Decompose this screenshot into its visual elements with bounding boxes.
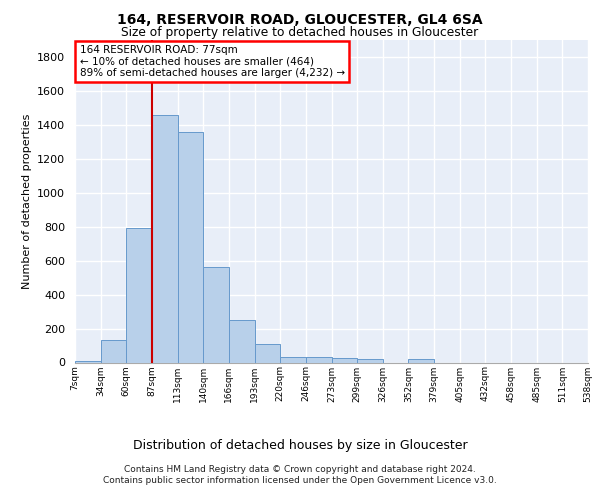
Bar bbox=[178, 132, 203, 362]
Bar bbox=[306, 358, 331, 362]
Bar bbox=[127, 228, 152, 362]
Bar bbox=[229, 320, 254, 362]
Bar bbox=[280, 356, 306, 362]
Bar bbox=[101, 340, 127, 362]
Bar bbox=[357, 359, 383, 362]
Text: Size of property relative to detached houses in Gloucester: Size of property relative to detached ho… bbox=[121, 26, 479, 39]
Text: 164, RESERVOIR ROAD, GLOUCESTER, GL4 6SA: 164, RESERVOIR ROAD, GLOUCESTER, GL4 6SA bbox=[117, 12, 483, 26]
Text: Contains public sector information licensed under the Open Government Licence v3: Contains public sector information licen… bbox=[103, 476, 497, 485]
Bar bbox=[331, 358, 357, 362]
Bar bbox=[75, 361, 101, 362]
Text: 164 RESERVOIR ROAD: 77sqm
← 10% of detached houses are smaller (464)
89% of semi: 164 RESERVOIR ROAD: 77sqm ← 10% of detac… bbox=[80, 45, 345, 78]
Bar bbox=[203, 268, 229, 362]
Bar bbox=[254, 344, 280, 362]
Bar bbox=[152, 114, 178, 362]
Text: Contains HM Land Registry data © Crown copyright and database right 2024.: Contains HM Land Registry data © Crown c… bbox=[124, 465, 476, 474]
Bar bbox=[409, 359, 434, 362]
Text: Distribution of detached houses by size in Gloucester: Distribution of detached houses by size … bbox=[133, 440, 467, 452]
Y-axis label: Number of detached properties: Number of detached properties bbox=[22, 114, 32, 289]
